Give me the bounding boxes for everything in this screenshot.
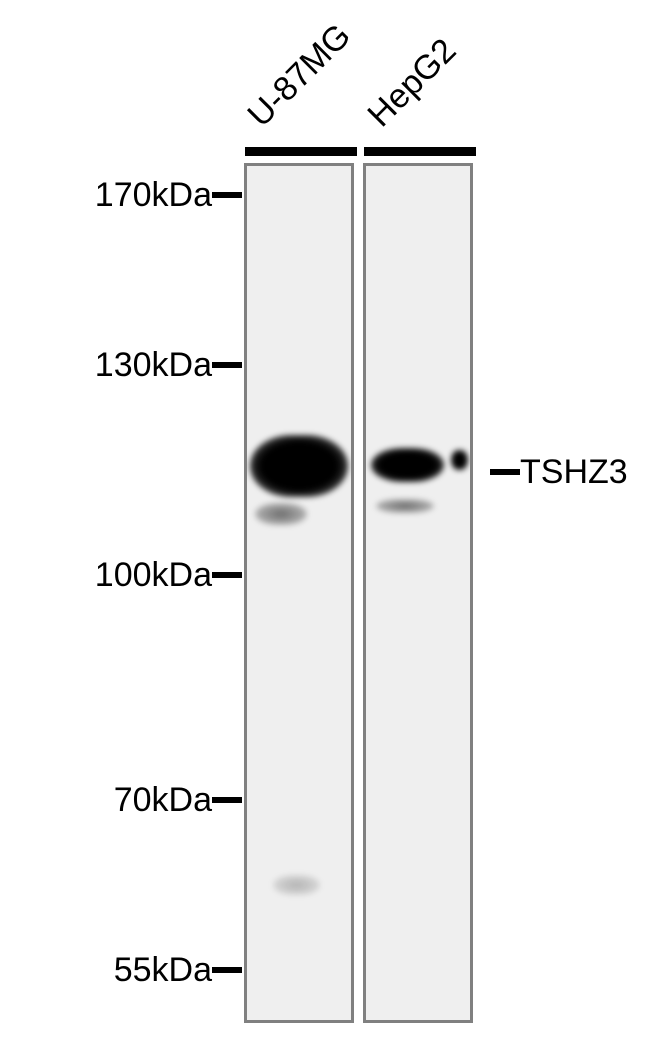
mw-marker-130: 130kDa xyxy=(0,348,212,382)
mw-marker-70: 70kDa xyxy=(0,783,212,817)
lane-header-bar-0 xyxy=(245,147,357,156)
band-main-dot xyxy=(451,450,468,470)
target-label-text: TSHZ3 xyxy=(520,453,628,491)
target-label: TSHZ3 xyxy=(520,455,628,489)
tick-icon xyxy=(212,572,242,578)
gel-lane-inner xyxy=(366,166,470,1020)
mw-marker-100: 100kDa xyxy=(0,558,212,592)
tick-icon xyxy=(212,362,242,368)
mw-marker-label: 100kDa xyxy=(95,556,212,594)
mw-marker-170: 170kDa xyxy=(0,178,212,212)
mw-marker-55: 55kDa xyxy=(0,953,212,987)
mw-marker-label: 55kDa xyxy=(114,951,212,989)
band-faint xyxy=(255,503,307,525)
western-blot-figure: U-87MG HepG2 170kDa 130kDa 100kDa 70kDa xyxy=(0,0,650,1048)
mw-marker-label: 130kDa xyxy=(95,346,212,384)
gel-lane-1 xyxy=(363,163,473,1023)
lane-label-1: HepG2 xyxy=(360,31,464,135)
lane-label-text: U-87MG xyxy=(240,17,358,135)
band-very-faint xyxy=(273,875,320,895)
lane-header-bar-1 xyxy=(364,147,476,156)
tick-icon xyxy=(212,967,242,973)
mw-marker-label: 170kDa xyxy=(95,176,212,214)
gel-lane-inner xyxy=(247,166,351,1020)
mw-marker-label: 70kDa xyxy=(114,781,212,819)
tick-icon xyxy=(212,192,242,198)
band-main xyxy=(371,448,444,482)
lane-label-0: U-87MG xyxy=(240,17,358,135)
band-main xyxy=(250,435,348,497)
band-faint xyxy=(376,499,433,513)
lane-label-text: HepG2 xyxy=(360,31,463,134)
tick-icon xyxy=(212,797,242,803)
gel-lane-0 xyxy=(244,163,354,1023)
tick-icon xyxy=(490,469,520,475)
